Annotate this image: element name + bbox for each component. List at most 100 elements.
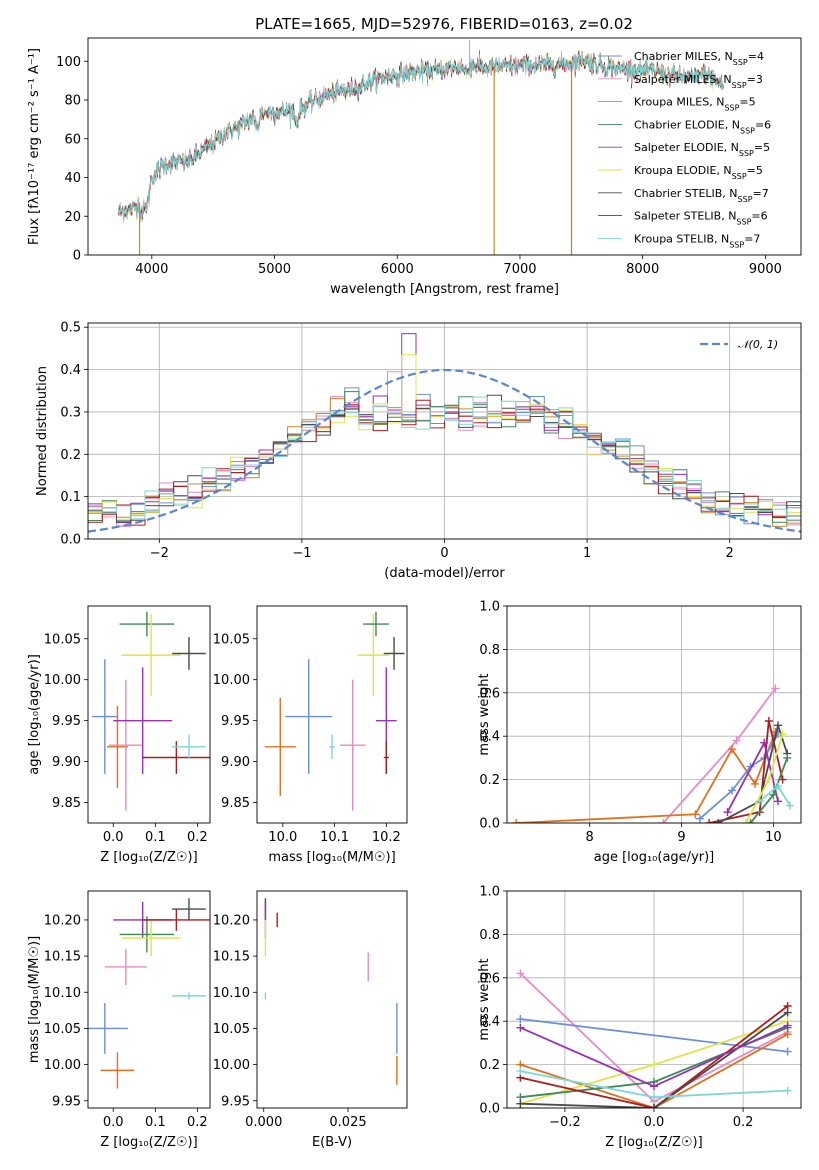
y-tick-label: 0.8 [479, 928, 500, 943]
y-tick-label: 0.0 [60, 533, 81, 548]
x-tick-label: 0.2 [733, 1115, 754, 1130]
mass-weight-marker [741, 819, 750, 823]
x-tick-label: 0.1 [145, 1115, 166, 1130]
mass-vs-metallicity-panel: 0.0 0.1 0.2 9.95 10.00 10.05 10.10 10.15 10.20 Z … [27, 890, 211, 1150]
x-tick-label: 1 [583, 546, 591, 561]
x-tick-label: 6000 [381, 262, 414, 277]
x-tick-label: 10.1 [320, 830, 349, 845]
y-tick-label: 9.90 [221, 755, 250, 770]
x-axis-label: mass [log₁₀(M/M☉)] [268, 850, 395, 865]
y-tick-label: 10.05 [44, 1022, 81, 1037]
x-tick-label: −0.2 [549, 1115, 581, 1130]
x-tick-label: 0 [440, 546, 448, 561]
spectrum-line [118, 50, 724, 224]
y-axis-label: mass [log₁₀(M/M☉)] [27, 936, 42, 1063]
x-tick-label: 0.000 [245, 1115, 282, 1130]
legend-label: Kroupa STELIB, NSSP=7 [634, 232, 760, 249]
axes-frame [506, 890, 802, 1109]
y-tick-label: 9.85 [221, 796, 250, 811]
x-tick-label: 10.2 [372, 830, 401, 845]
y-tick-label: 9.95 [52, 714, 81, 729]
spectrum-line [118, 50, 724, 223]
x-tick-label: 4000 [135, 262, 168, 277]
y-tick-label: 0.0 [479, 817, 500, 832]
y-tick-label: 10.10 [44, 986, 81, 1001]
mass-weight-marker [691, 810, 700, 819]
x-axis-label: Z [log₁₀(Z/Z☉)] [100, 850, 197, 865]
mass-weight-marker [783, 1086, 792, 1095]
mass-weight-vs-age-panel: 8 9 10 0.0 0.2 0.4 0.6 0.8 1.0 age [log₁₀(age/yr)… [477, 600, 802, 865]
mass-weight-marker [516, 1023, 525, 1032]
x-tick-label: 0.025 [329, 1115, 366, 1130]
x-tick-label: 8 [586, 830, 594, 845]
x-tick-label: 0.0 [103, 1115, 124, 1130]
y-tick-label: 10.15 [213, 950, 250, 965]
y-axis-label: age [log₁₀(age/yr)] [27, 654, 42, 775]
x-tick-label: 0.0 [103, 830, 124, 845]
spectrum-line [118, 50, 724, 223]
x-tick-label: 0.2 [187, 1115, 208, 1130]
mass-weight-marker [746, 819, 755, 823]
mass-weight-marker [728, 786, 737, 795]
x-axis-label: age [log₁₀(age/yr)] [594, 850, 715, 865]
mass-weight-line [516, 731, 777, 823]
mass-weight-marker [783, 1008, 792, 1017]
mass-weight-marker [516, 969, 525, 978]
x-tick-label: 0.0 [644, 1115, 665, 1130]
mass-weight-line [708, 720, 784, 823]
mass-weight-marker [760, 738, 769, 747]
mass-weight-marker [783, 1021, 792, 1030]
mass-weight-marker [774, 721, 783, 730]
spectrum-line [118, 50, 724, 221]
mass-weight-marker [650, 1104, 658, 1108]
axes-frame [506, 605, 802, 824]
mass-weight-marker [723, 808, 732, 817]
y-tick-label: 1.0 [479, 885, 500, 900]
axes-frame [87, 890, 211, 1109]
mass-weight-marker [783, 1047, 792, 1056]
y-tick-label: 9.95 [221, 714, 250, 729]
y-tick-label: 0.3 [60, 405, 81, 420]
axes-frame [256, 605, 408, 824]
mass-weight-line [520, 1011, 789, 1108]
age-vs-metallicity-panel: 0.0 0.1 0.2 9.85 9.90 9.95 10.00 10.05 Z [log₁₀(… [27, 605, 211, 865]
legend-label: Kroupa MILES, NSSP=5 [634, 96, 756, 113]
y-tick-label: 0.2 [479, 773, 500, 788]
y-tick-label: 10.10 [213, 986, 250, 1001]
y-tick-label: 10.20 [44, 913, 81, 928]
x-tick-label: 10.0 [268, 830, 297, 845]
mass-weight-marker [516, 1067, 525, 1076]
legend-label: Salpeter STELIB, NSSP=6 [634, 210, 768, 227]
mass-weight-marker [695, 814, 704, 823]
legend-label: Chabrier MILES, NSSP=4 [634, 50, 764, 67]
y-tick-label: 20 [64, 210, 81, 225]
mass-weight-marker [769, 790, 778, 799]
spectrum-line [118, 52, 724, 222]
axes-frame [256, 890, 408, 1109]
mass-weight-marker [650, 1060, 658, 1069]
y-tick-label: 10.00 [213, 673, 250, 688]
legend-label: Salpeter ELODIE, NSSP=5 [634, 141, 770, 158]
mass-weight-line [520, 1005, 789, 1108]
gaussian-curve [87, 368, 802, 533]
mass-weight-marker [705, 819, 714, 823]
y-tick-label: 0.0 [479, 1102, 500, 1117]
y-tick-label: 80 [64, 94, 81, 109]
x-tick-label: −2 [150, 546, 169, 561]
y-tick-label: 10.20 [213, 913, 250, 928]
y-tick-label: 1.0 [479, 600, 500, 615]
x-tick-label: 0.2 [187, 830, 208, 845]
y-tick-label: 0.5 [60, 321, 81, 336]
y-axis-label: mass weight [477, 958, 492, 1040]
x-tick-label: 10 [765, 830, 782, 845]
x-axis-label: E(B-V) [312, 1135, 352, 1150]
legend-label: Salpeter MILES, NSSP=3 [634, 73, 763, 90]
y-tick-label: 0.8 [479, 643, 500, 658]
y-axis-label: mass weight [477, 673, 492, 755]
y-tick-label: 10.05 [213, 1022, 250, 1037]
spectrum-line [118, 50, 724, 223]
axes-frame [87, 605, 211, 824]
y-tick-label: 10.05 [213, 632, 250, 647]
y-tick-label: 0.4 [479, 730, 500, 745]
mass-weight-marker [516, 1015, 525, 1024]
